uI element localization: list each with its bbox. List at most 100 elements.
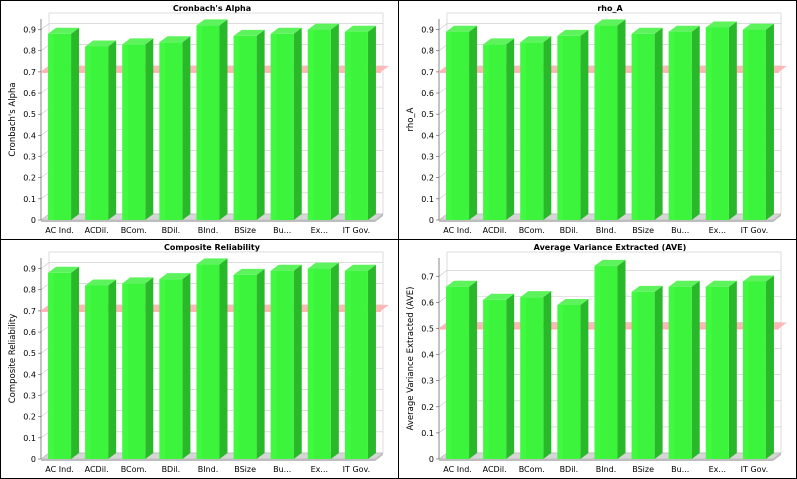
bar	[196, 258, 228, 459]
gridline-depth	[438, 129, 448, 136]
x-tick-label: BInd.	[198, 465, 219, 474]
gridline-depth	[40, 171, 50, 178]
bar-top	[270, 27, 302, 34]
bar-side	[765, 275, 774, 459]
gridline-depth	[40, 262, 50, 269]
bar-side	[469, 25, 478, 221]
bar	[742, 275, 774, 459]
bar-top	[705, 280, 737, 287]
bar-front	[122, 44, 146, 221]
y-tick-label: 0.4	[23, 370, 36, 379]
x-tick-label: AC Ind.	[45, 465, 74, 474]
y-tick-label: 0.9	[421, 26, 434, 35]
y-tick-label: 0.1	[23, 434, 36, 443]
x-tick-label: Ex...	[709, 226, 726, 235]
chart-svg: 0 0.1 0.2 0.3 0.4 0.5 0.6 0.7 0.8 0.9 AC Ind. ACDil…	[8, 243, 389, 474]
bar-highlight	[483, 44, 489, 221]
gridline-depth	[40, 410, 50, 417]
bar-side	[654, 285, 663, 459]
bar-side	[330, 23, 339, 220]
bar	[557, 298, 589, 459]
bar-side	[691, 280, 700, 459]
bar-side	[506, 293, 515, 459]
gridline-depth	[438, 270, 448, 277]
bar-side	[256, 29, 265, 220]
x-tick-label: BDil.	[560, 226, 579, 235]
gridline-depth	[40, 192, 50, 200]
x-tick-label: BSize	[234, 465, 256, 474]
chart-panel-ave: 0 0.1 0.2 0.3 0.4 0.5 0.6 0.7 AC Ind. ACDil. BCom.…	[398, 239, 797, 479]
gridline-depth	[40, 44, 50, 51]
bar-side	[580, 298, 589, 459]
y-tick-label: 0.5	[23, 110, 36, 119]
bar-side	[145, 277, 154, 459]
x-tick-label: ACDil.	[85, 465, 109, 474]
chart-title: rho_A	[597, 4, 623, 13]
bar-side	[580, 29, 589, 220]
bar	[122, 38, 154, 221]
gridline-depth	[438, 374, 448, 381]
bar-side	[691, 25, 700, 221]
bar-top	[594, 19, 626, 26]
y-tick-label: 0.5	[421, 324, 434, 333]
x-tick-label: Ex...	[709, 465, 726, 474]
x-tick-label: ACDil.	[483, 226, 507, 235]
bar-highlight	[705, 27, 712, 220]
gridline-depth	[438, 23, 448, 30]
bar-side	[182, 273, 191, 459]
bar-highlight	[446, 31, 452, 221]
bar-top	[122, 38, 154, 45]
gridline-depth	[438, 171, 448, 178]
bar	[668, 25, 700, 221]
x-tick-label: ACDil.	[483, 465, 507, 474]
bar	[446, 25, 478, 221]
gridline-depth	[438, 86, 448, 94]
x-tick-label: BCom.	[519, 226, 545, 235]
x-tick-label: Bu...	[273, 226, 291, 235]
bar-highlight	[233, 35, 240, 220]
bar-side	[219, 19, 228, 221]
bar	[85, 279, 117, 459]
bar-front	[122, 283, 146, 459]
bar-highlight	[557, 35, 564, 220]
bar-highlight	[196, 25, 203, 221]
bar-highlight	[483, 299, 489, 459]
chart-title: Composite Reliability	[164, 243, 261, 252]
bar-front	[446, 286, 470, 459]
bar-top	[48, 27, 80, 34]
chart-title: Average Variance Extracted (AVE)	[534, 243, 687, 252]
bar-top	[233, 268, 265, 275]
gridline-depth	[40, 86, 50, 94]
bar-side	[506, 38, 515, 221]
bar-highlight	[742, 29, 749, 220]
bar-top	[742, 275, 774, 282]
bar	[270, 27, 302, 220]
y-axis-label: Composite Reliability	[8, 314, 18, 404]
bar-highlight	[742, 281, 749, 459]
bar	[159, 273, 191, 459]
x-tick-label: Bu...	[671, 465, 689, 474]
chart-svg: 0 0.1 0.2 0.3 0.4 0.5 0.6 0.7 0.8 0.9 AC Ind. ACDil…	[406, 4, 787, 235]
y-tick-label: 0.6	[23, 89, 36, 98]
chart-svg: 0 0.1 0.2 0.3 0.4 0.5 0.6 0.7 0.8 0.9 AC Ind. ACDil…	[8, 4, 389, 235]
bar-side	[469, 280, 478, 459]
bar	[48, 266, 80, 459]
bar-top	[557, 29, 589, 36]
bar-side	[367, 25, 376, 221]
x-tick-label: BDil.	[162, 226, 181, 235]
gridline-depth	[40, 325, 50, 333]
gridline-depth	[438, 426, 448, 434]
bar-highlight	[594, 265, 601, 459]
chart-title: Cronbach's Alpha	[173, 4, 251, 13]
bar	[344, 25, 376, 221]
bar-top	[85, 40, 117, 47]
bar-side	[543, 291, 552, 459]
gridline-depth	[40, 129, 50, 136]
bar-highlight	[668, 286, 675, 459]
bar-top	[631, 285, 663, 292]
bar-front	[594, 25, 618, 221]
y-tick-label: 0.9	[23, 26, 36, 35]
bar	[122, 277, 154, 459]
y-tick-label: 0.2	[421, 174, 434, 183]
bar	[233, 29, 265, 220]
